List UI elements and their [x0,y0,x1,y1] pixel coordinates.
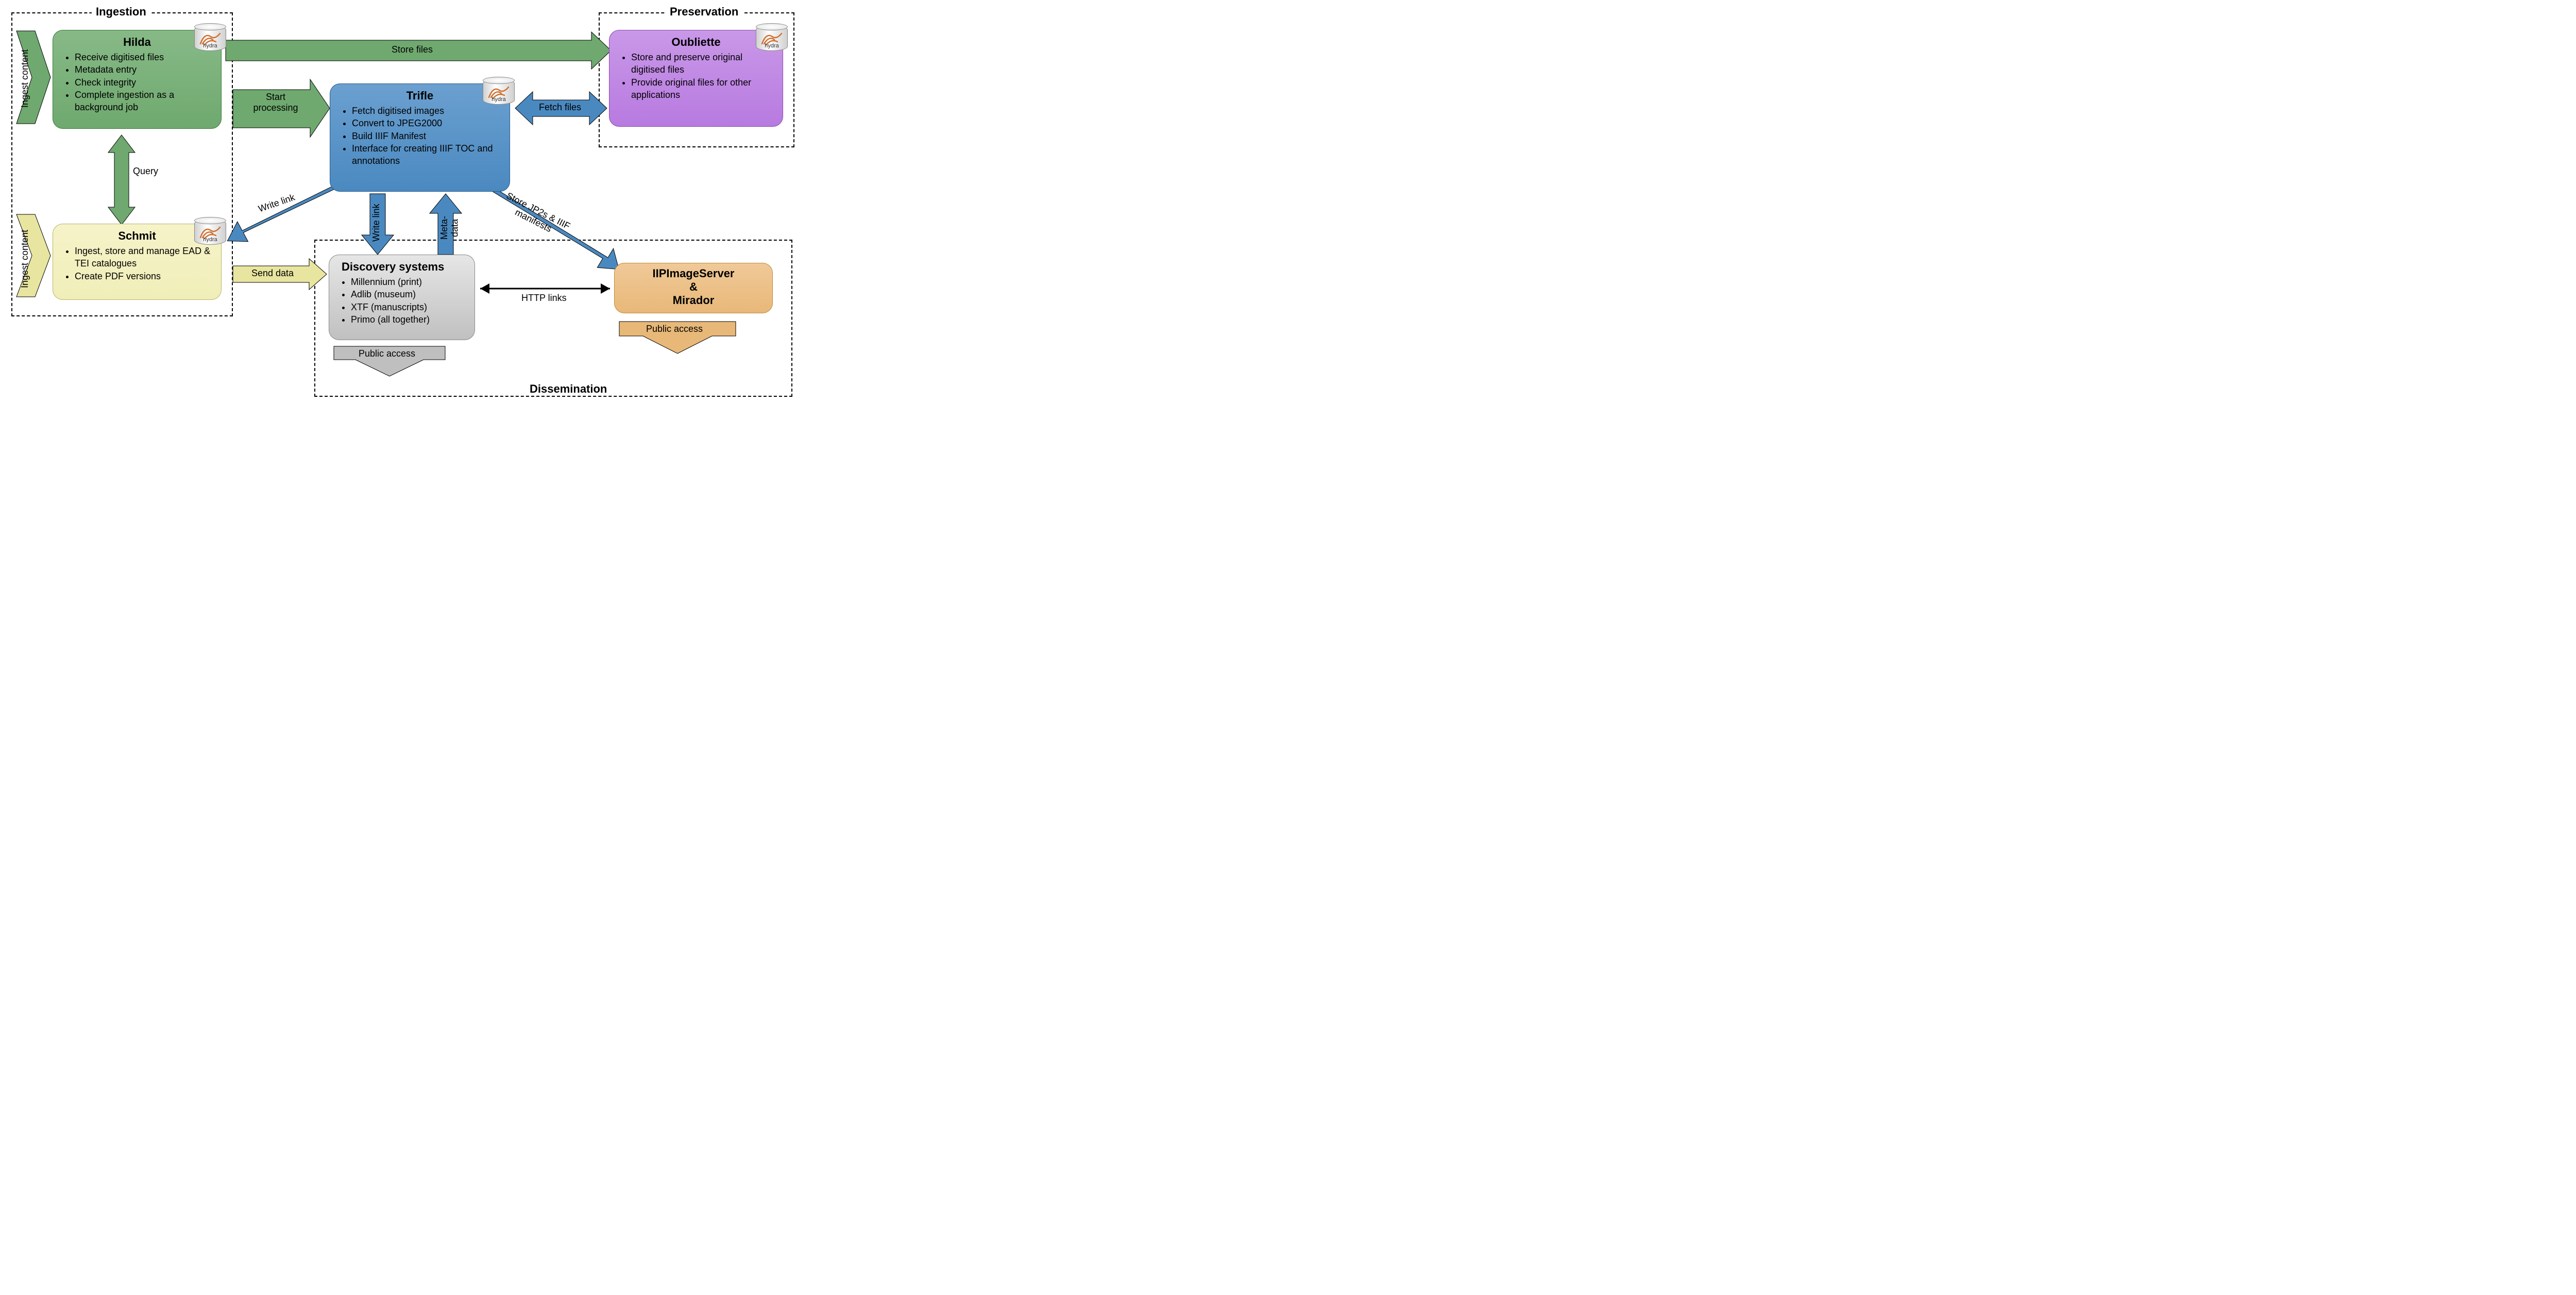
label-write-link-left: Write link [257,192,296,215]
list-item: Complete ingestion as a background job [75,89,212,114]
label-ingest-bottom: Ingest content [20,223,30,295]
label-query: Query [133,166,158,177]
node-schmit: Schmit Ingest, store and manage EAD & TE… [53,224,222,300]
hydra-icon: hydra [756,25,788,51]
list-item: Provide original files for other applica… [631,76,773,102]
list-item: Ingest, store and manage EAD & TEI catal… [75,245,212,270]
node-discovery-list: Millennium (print) Adlib (museum) XTF (m… [338,276,465,326]
node-hilda: Hilda Receive digitised files Metadata e… [53,30,222,129]
node-hilda-list: Receive digitised files Metadata entry C… [62,51,212,113]
node-discovery: Discovery systems Millennium (print) Adl… [329,255,475,340]
label-start-processing: Start processing [252,92,299,113]
label-fetch-files: Fetch files [539,102,581,113]
list-item: XTF (manuscripts) [351,301,465,313]
node-trifle: Trifle Fetch digitised images Convert to… [330,83,510,192]
node-hilda-title: Hilda [62,36,212,49]
label-public-left: Public access [359,348,415,359]
diagram-root: Ingestion Preservation Dissemination [0,0,804,402]
node-oubliette-title: Oubliette [619,36,773,49]
list-item: Check integrity [75,76,212,89]
region-dissemination-label: Dissemination [526,382,611,396]
list-item: Millennium (print) [351,276,465,288]
region-preservation-label: Preservation [666,5,742,19]
region-ingestion-label: Ingestion [92,5,150,19]
label-ingest-top: Ingest content [20,42,30,114]
list-item: Receive digitised files [75,51,212,63]
label-store-jp2: Store JP2s & IIIF manifests [489,185,582,246]
node-oubliette: Oubliette Store and preserve original di… [609,30,783,127]
hydra-icon: hydra [194,219,226,245]
hydra-icon: hydra [483,79,515,105]
node-schmit-title: Schmit [62,229,212,243]
list-item: Store and preserve original digitised fi… [631,51,773,76]
label-meta-data: Meta- data [439,202,460,254]
arrow-write-link-left [224,186,341,243]
list-item: Convert to JPEG2000 [352,117,500,129]
label-store-files: Store files [392,44,433,55]
label-public-right: Public access [646,324,703,334]
list-item: Interface for creating IIIF TOC and anno… [352,142,500,167]
list-item: Primo (all together) [351,313,465,326]
label-write-link-down: Write link [371,197,382,248]
label-http-links: HTTP links [521,293,567,304]
hydra-icon: hydra [194,25,226,51]
list-item: Create PDF versions [75,270,212,282]
node-iip-title: IIPImageServer&Mirador [653,267,735,307]
node-oubliette-list: Store and preserve original digitised fi… [619,51,773,101]
node-discovery-title: Discovery systems [338,260,465,274]
node-schmit-list: Ingest, store and manage EAD & TEI catal… [62,245,212,282]
node-trifle-title: Trifle [340,89,500,103]
list-item: Fetch digitised images [352,105,500,117]
list-item: Build IIIF Manifest [352,130,500,142]
node-trifle-list: Fetch digitised images Convert to JPEG20… [340,105,500,167]
label-send-data: Send data [251,268,294,279]
list-item: Metadata entry [75,63,212,76]
node-iip: IIPImageServer&Mirador [614,263,773,313]
list-item: Adlib (museum) [351,288,465,300]
